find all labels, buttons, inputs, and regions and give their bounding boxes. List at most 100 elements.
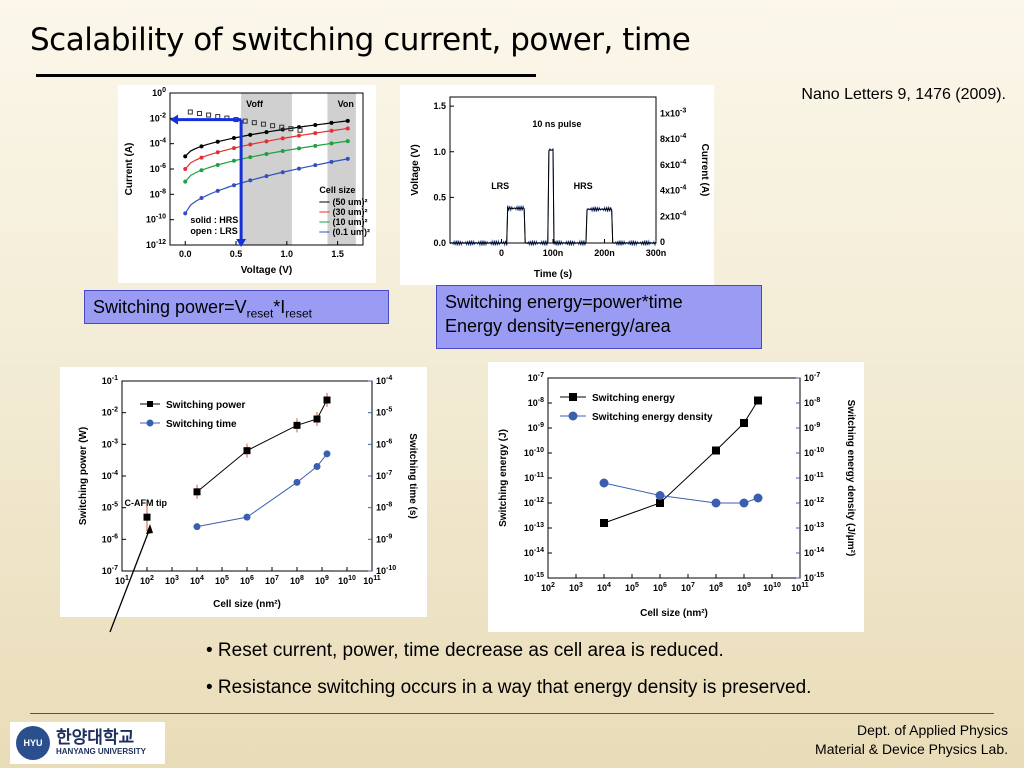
- y-right-tick-label: 10-7: [804, 372, 820, 383]
- energy-chart: 102 103 104 105 106 107 108 109 1010 1011 10-7 10-7…: [498, 372, 856, 619]
- legend-marker-power: [147, 401, 153, 407]
- power-time-figure: 101 102 103 104 105 106 107 108 109 1010 1011 10-1 1…: [60, 367, 427, 617]
- iv-curve-chart: 0.0 0.5 1.0 1.5 100 10-2 10-4 10-6 10-8 10-10 10-1…: [124, 87, 370, 276]
- x-tick-label: 0.0: [179, 249, 192, 259]
- y-tick-label: 10-4: [102, 470, 118, 481]
- y-tick-label: 100: [152, 87, 166, 98]
- time-point: [243, 513, 251, 521]
- y-tick-label: 10-11: [524, 472, 544, 483]
- time-point: [313, 463, 321, 470]
- pulse-figure: 0 100n 200n 300n 0.0 0.5 1.0 1.5 0 2x10-4 4x10-4 6x…: [400, 85, 714, 285]
- y-right-axis-label: Current (A): [699, 144, 710, 197]
- x-tick-label: 1010: [763, 582, 781, 593]
- lrs-point: [288, 126, 294, 132]
- x-tick-label: 1010: [338, 575, 356, 586]
- time-point: [323, 450, 331, 458]
- y-tick-label: 10-8: [528, 397, 544, 408]
- x-tick-label: 300n: [646, 248, 667, 258]
- y-tick-label: 10-7: [528, 372, 544, 383]
- afm-annotation: C-AFM tip: [125, 498, 168, 508]
- x-tick-label: 108: [290, 575, 304, 586]
- y-tick-label: 10-5: [102, 502, 118, 513]
- blue-arrowhead-down: [236, 239, 247, 247]
- voff-label: Voff: [246, 99, 264, 109]
- y-right-tick-label: 10-4: [376, 375, 392, 386]
- slide-title: Scalability of switching current, power,…: [30, 22, 691, 58]
- logo-english: HANYANG UNIVERSITY: [56, 746, 146, 756]
- legend-marker-energy: [569, 393, 577, 401]
- university-logo: HYU 한양대학교 HANYANG UNIVERSITY: [10, 722, 165, 764]
- y-right-tick-label: 6x10-4: [660, 159, 686, 170]
- y-tick-label: 10-15: [524, 572, 544, 583]
- energy-density-point: [753, 493, 763, 503]
- y-right-tick-label: 2x10-4: [660, 210, 686, 221]
- lrs-point: [196, 111, 202, 117]
- y-tick-label: 1.0: [433, 147, 446, 157]
- x-tick-label: 108: [709, 582, 723, 593]
- pulse-chart: 0 100n 200n 300n 0.0 0.5 1.0 1.5 0 2x10-4 4x10-4 6x…: [410, 96, 710, 280]
- x-tick-label: 0: [499, 248, 504, 258]
- y-tick-label: 10-13: [524, 522, 544, 533]
- x-tick-label: 105: [215, 575, 229, 586]
- x-tick-label: 106: [653, 582, 667, 593]
- x-tick-label: 104: [190, 575, 204, 586]
- x-tick-label: 103: [165, 575, 179, 586]
- footer-divider: [30, 713, 994, 714]
- y-tick-label: 0.0: [433, 238, 446, 248]
- y-tick-label: 1.5: [433, 101, 446, 111]
- y-tick-label: 10-2: [102, 407, 118, 418]
- lrs-label: LRS: [491, 181, 509, 191]
- bullet-item: • Resistance switching occurs in a way t…: [206, 677, 812, 698]
- power-point: [313, 415, 321, 423]
- legend-marker-density: [568, 411, 578, 421]
- lrs-point: [251, 120, 257, 126]
- lrs-point: [206, 112, 212, 118]
- x-tick-label: 200n: [594, 248, 615, 258]
- y-right-tick-label: 8x10-4: [660, 133, 686, 144]
- energy-density-point: [599, 478, 609, 488]
- legend-entry-energy: Switching energy: [592, 393, 675, 404]
- x-tick-label: 106: [240, 575, 254, 586]
- legend-entry: (50 um)²: [333, 197, 368, 207]
- energy-density-point: [739, 498, 749, 508]
- iv-curve-2: [184, 140, 348, 183]
- chart-title: 10 ns pulse: [532, 119, 581, 129]
- footer-affiliation: Dept. of Applied Physics Material & Devi…: [815, 721, 1008, 759]
- iv-curve-0: [184, 120, 348, 157]
- x-tick-label: 0.5: [230, 249, 243, 259]
- y-tick-label: 10-14: [524, 547, 544, 558]
- y-right-tick-label: 10-6: [376, 438, 392, 449]
- x-tick-label: 1011: [363, 575, 381, 586]
- x-tick-label: 107: [681, 582, 695, 593]
- y-tick-label: 10-2: [150, 112, 166, 123]
- y-right-tick-label: 10-9: [804, 422, 820, 433]
- bullet-list: • Reset current, power, time decrease as…: [206, 640, 811, 714]
- footer-dept: Dept. of Applied Physics: [857, 722, 1008, 738]
- legend-title: Cell size: [319, 185, 355, 195]
- legend-marker-time: [146, 419, 154, 427]
- y-tick-label: 0.5: [433, 192, 446, 202]
- y-tick-label: 10-8: [150, 188, 166, 199]
- y-right-axis-label: Switching energy density (J/μm²): [845, 400, 856, 557]
- y-right-tick-label: 10-7: [376, 470, 392, 481]
- x-tick-label: 1011: [791, 582, 809, 593]
- power-formula-sub-v: reset: [246, 306, 274, 321]
- lrs-point: [270, 123, 276, 129]
- power-point: [293, 421, 301, 429]
- lrs-point: [215, 114, 221, 120]
- power-formula-sub-i: reset: [285, 306, 312, 321]
- energy-figure: 102 103 104 105 106 107 108 109 1010 1011 10-7 10-7…: [488, 362, 864, 632]
- legend-entry-time: Switching time: [166, 419, 237, 430]
- x-tick-label: 102: [541, 582, 555, 593]
- energy-density-point: [655, 491, 665, 500]
- x-axis-label: Voltage (V): [241, 265, 292, 276]
- afm-point: [143, 513, 151, 521]
- x-tick-label: 109: [737, 582, 751, 593]
- y-right-tick-label: 10-10: [804, 447, 824, 458]
- y-right-tick-label: 10-9: [376, 533, 392, 544]
- bullet-item: • Reset current, power, time decrease as…: [206, 640, 724, 661]
- power-formula-star: *I: [273, 297, 286, 317]
- x-axis-label: Time (s): [534, 269, 572, 280]
- time-line: [196, 453, 328, 528]
- y-tick-label: 10-1: [102, 375, 118, 386]
